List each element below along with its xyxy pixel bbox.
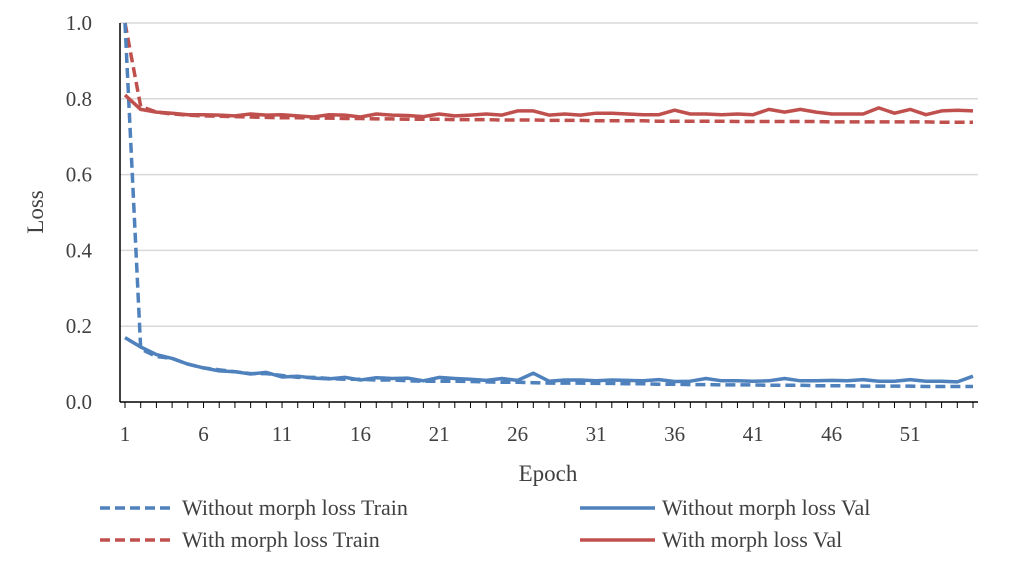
y-axis-title: Loss [23,190,48,234]
x-tick-labels: 1 6 11 16 21 26 31 36 41 46 51 [120,422,921,446]
x-tick-label: 1 [120,422,131,446]
y-tick-label: 0.4 [66,238,93,262]
x-tick-label: 11 [272,422,292,446]
legend: Without morph loss Train Without morph lo… [100,495,870,552]
y-tick-label: 0.0 [66,390,92,414]
x-tick-label: 21 [429,422,450,446]
x-tick-label: 6 [198,422,209,446]
x-tick-label: 16 [350,422,371,446]
series-line-without-morph-loss-val [124,336,974,384]
y-tick-label: 0.8 [66,87,92,111]
x-tick-label: 51 [900,422,921,446]
y-tick-label: 1.0 [66,11,92,35]
series-lines [123,22,974,389]
legend-label: With morph loss Val [662,527,842,552]
y-tick-label: 0.6 [66,163,92,187]
series-line-without-morph-loss-train [123,22,973,389]
legend-label: Without morph loss Val [662,495,870,520]
legend-label: With morph loss Train [182,527,380,552]
x-tick-label: 36 [664,422,685,446]
x-tick-label: 26 [507,422,528,446]
series-line-with-morph-loss-val [123,93,974,119]
y-tick-labels: 0.0 0.2 0.4 0.6 0.8 1.0 [66,11,93,414]
y-tick-label: 0.2 [66,314,92,338]
x-tick-label: 46 [821,422,842,446]
x-tick-label: 31 [586,422,607,446]
x-axis-title: Epoch [519,461,578,486]
legend-label: Without morph loss Train [182,495,408,520]
x-tick-label: 41 [743,422,764,446]
gridlines [120,22,978,327]
series-line-with-morph-loss-train [123,22,973,125]
x-ticks [124,402,974,408]
